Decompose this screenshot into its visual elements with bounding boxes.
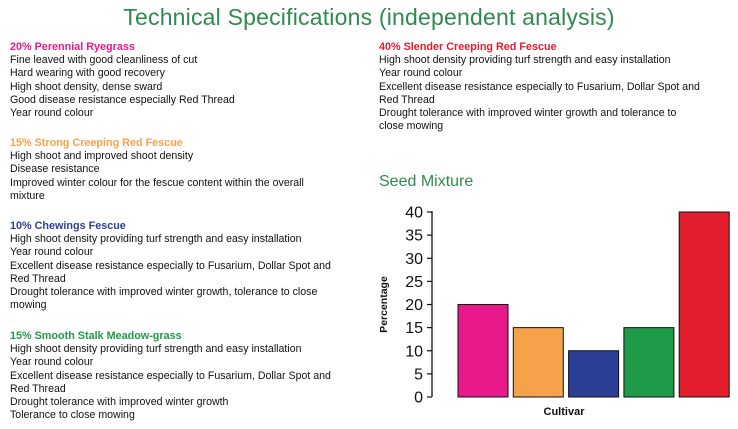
y-tick-label: 40 [405,205,423,222]
spec-line: High shoot density providing turf streng… [10,233,302,246]
spec-line: Drought tolerance with improved winter g… [379,107,677,120]
spec-line: mowing [10,299,47,312]
spec-line: Improved winter colour for the fescue co… [10,176,304,189]
spec-heading: 15% Strong Creeping Red Fescue [10,137,183,149]
y-tick-label: 10 [405,343,423,360]
page-title: Technical Specifications (independent an… [123,4,615,30]
spec-strong-creeping-red-fescue: 15% Strong Creeping Red Fescue High shoot… [10,137,304,203]
spec-line: Drought tolerance with improved winter g… [10,396,229,409]
bar [623,327,675,398]
spec-line: close mowing [379,120,444,133]
spec-heading: 15% Smooth Stalk Meadow-grass [10,330,182,342]
spec-perennial-ryegrass: 20% Perennial Ryegrass Fine leaved with g… [10,41,235,120]
spec-line: High shoot density providing turf streng… [10,343,302,356]
spec-line: High shoot and improved shoot density [10,150,194,163]
spec-line: Year round colour [10,246,94,259]
spec-line: Year round colour [379,67,463,80]
spec-line: Fine leaved with good cleanliness of cut [10,54,198,67]
spec-line: Year round colour [10,107,94,120]
bar [512,327,564,398]
y-tick-label: 30 [405,251,423,268]
spec-heading: 10% Chewings Fescue [10,220,126,232]
seed-mixture-title: Seed Mixture [379,173,474,190]
x-axis-label: Cultivar [544,406,586,418]
spec-smooth-stalk-meadow-grass: 15% Smooth Stalk Meadow-grass High shoot … [10,330,331,422]
bar [678,211,730,398]
spec-line: Red Thread [10,272,66,285]
spec-line: Excellent disease resistance especially … [10,369,331,382]
y-tick-label: 5 [414,366,423,383]
spec-line: Drought tolerance with improved winter g… [10,286,318,299]
spec-heading: 20% Perennial Ryegrass [10,41,135,53]
y-axis-label: Percentage [378,276,390,333]
spec-chewings-fescue: 10% Chewings Fescue High shoot density pr… [10,220,331,312]
y-tick-label: 35 [405,228,423,245]
spec-line: Excellent disease resistance especially … [10,259,331,272]
spec-line: Hard wearing with good recovery [10,67,165,80]
spec-line: Year round colour [10,356,94,369]
y-tick-label: 15 [405,320,423,337]
spec-line: mixture [10,189,45,202]
spec-line: Disease resistance [10,163,100,176]
y-tick-label: 0 [414,390,423,407]
spec-line: High shoot density providing turf streng… [379,54,671,67]
spec-line: Red Thread [10,382,66,395]
y-tick-label: 25 [405,274,423,291]
spec-line: Good disease resistance especially Red T… [10,93,235,106]
spec-line: Excellent disease resistance especially … [379,80,700,93]
spec-line: High shoot density, dense sward [10,80,163,93]
spec-line: Tolerance to close mowing [10,409,135,422]
bar [457,304,509,398]
spec-heading: 40% Slender Creeping Red Fescue [379,41,557,53]
bar [568,350,620,398]
spec-line: Red Thread [379,93,435,106]
spec-slender-creeping-red-fescue: 40% Slender Creeping Red Fescue High shoo… [379,41,700,133]
y-tick-label: 20 [405,297,423,314]
